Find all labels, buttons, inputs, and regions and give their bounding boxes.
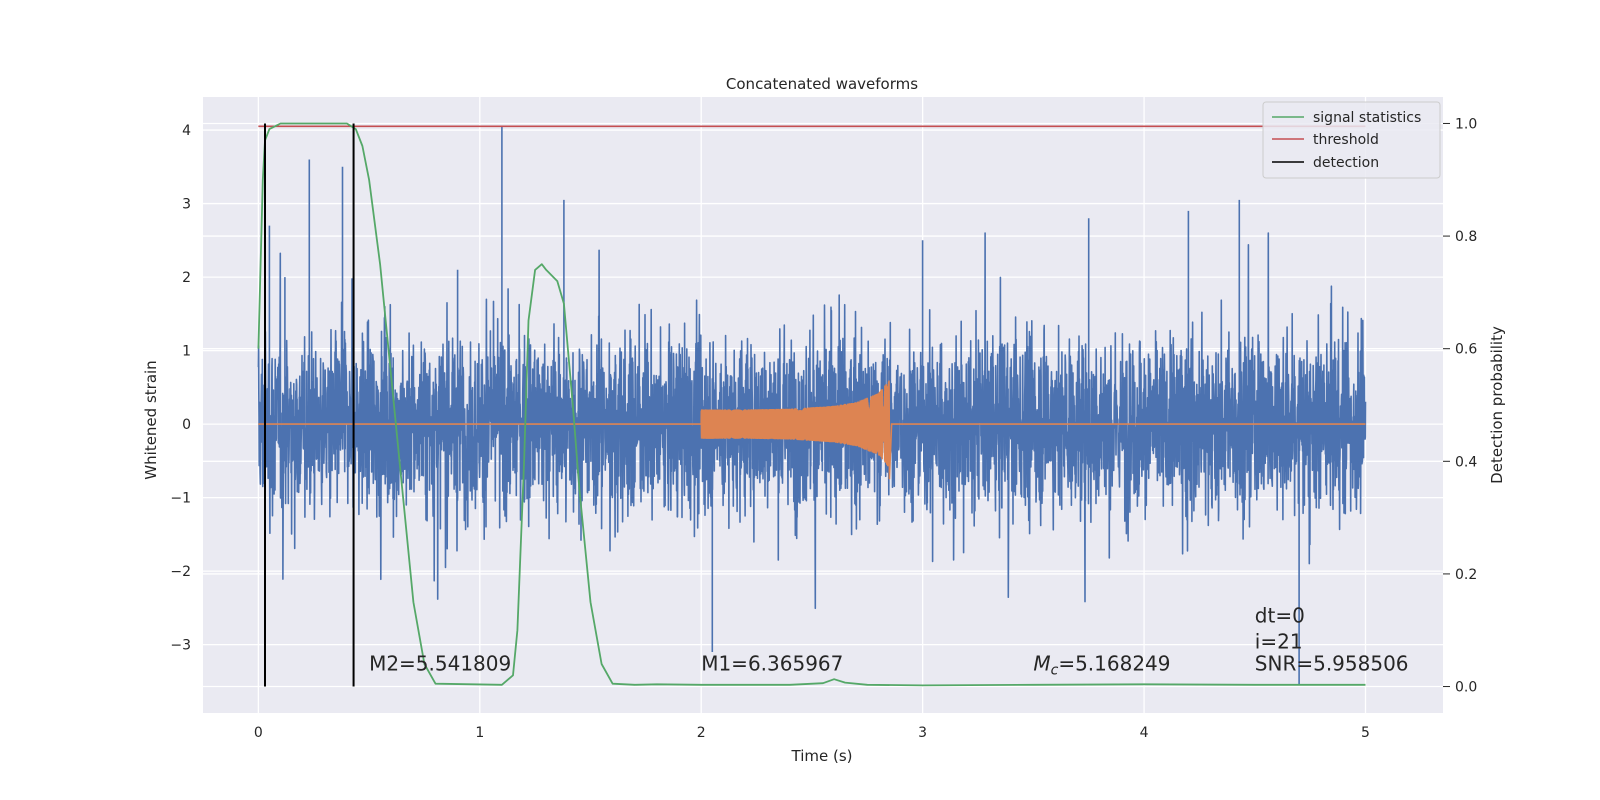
y-tick-label: 2	[182, 270, 191, 286]
x-axis: 0 1 2 3 4 5	[254, 725, 1370, 741]
x-axis-label: Time (s)	[791, 747, 853, 765]
y-tick-label: −2	[170, 564, 191, 580]
annotation-text: M1=6.365967	[701, 651, 843, 675]
annotations: M2=5.541809 M1=6.365967 Mc=5.168249 dt=0i=2…	[369, 604, 1408, 679]
annotation-text: M2=5.541809	[369, 651, 511, 675]
legend: signal statistics threshold detection	[1262, 101, 1441, 179]
x-tick-label: 5	[1361, 725, 1370, 741]
y-right-axis-label: Detection probability	[1488, 326, 1506, 484]
annotation-text: SNR=5.958506	[1255, 651, 1409, 675]
annotation-text: dt=0	[1255, 604, 1305, 628]
annotation-text: Mc=5.168249	[1033, 651, 1170, 678]
x-tick-label: 0	[254, 725, 263, 741]
legend-item-signal-statistics: signal statistics	[1272, 110, 1421, 126]
y-right-tick-label: 0.6	[1455, 342, 1477, 358]
injected-waveform-line	[258, 380, 1366, 480]
legend-box	[1262, 101, 1441, 179]
y-right-tick-label: 0.8	[1455, 229, 1477, 245]
legend-label-detection: detection	[1313, 155, 1379, 171]
y-axis-left: −3 −2 −1 0 1 2 3 4	[170, 123, 191, 654]
y-tick-label: 4	[182, 123, 191, 139]
y-tick-label: −1	[170, 491, 191, 507]
y-tick-label: 1	[182, 344, 191, 360]
legend-label-threshold: threshold	[1313, 132, 1379, 148]
chart-title: Concatenated waveforms	[726, 75, 918, 93]
y-right-tick-label: 1.0	[1455, 116, 1477, 132]
x-tick-label: 2	[697, 725, 706, 741]
legend-item-threshold: threshold	[1272, 132, 1379, 148]
y-axis-right: 0.0 0.2 0.4 0.6 0.8 1.0	[1443, 116, 1477, 696]
series-layer	[257, 122, 1367, 687]
legend-label-signal-statistics: signal statistics	[1313, 110, 1421, 126]
y-right-tick-label: 0.2	[1455, 567, 1477, 583]
y-right-tick-label: 0.0	[1455, 680, 1477, 696]
signal-statistics-line	[257, 122, 1366, 687]
y-right-tick-label: 0.4	[1455, 454, 1477, 470]
x-tick-label: 1	[475, 725, 484, 741]
y-tick-label: 3	[182, 197, 191, 213]
y-axis-label: Whitened strain	[142, 360, 160, 479]
x-tick-label: 4	[1140, 725, 1149, 741]
y-tick-label: −3	[170, 638, 191, 654]
y-tick-label: 0	[182, 417, 191, 433]
x-tick-label: 3	[918, 725, 927, 741]
legend-item-detection: detection	[1272, 155, 1379, 171]
annotation-text: i=21	[1255, 629, 1303, 653]
